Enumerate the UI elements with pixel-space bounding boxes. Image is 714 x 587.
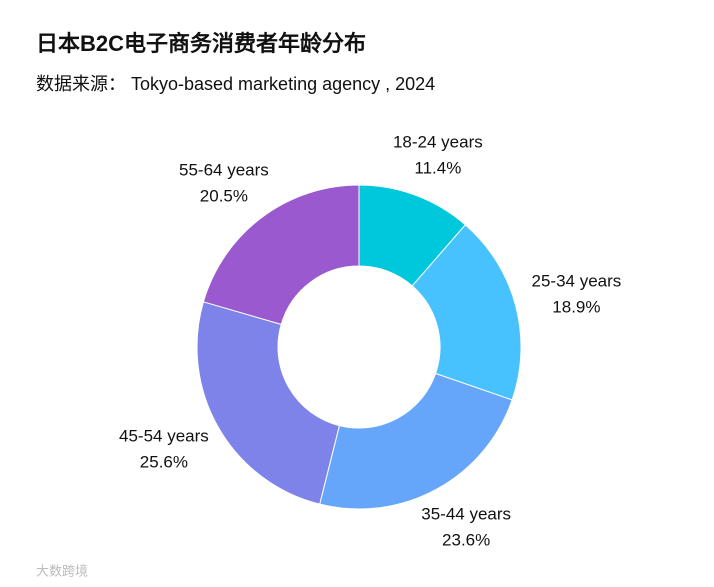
slice-value-label: 23.6% (442, 531, 490, 550)
slice-value-label: 25.6% (140, 453, 188, 472)
slice (202, 184, 360, 326)
slice (196, 301, 340, 505)
slice-label: 55-64 years (179, 161, 269, 180)
slice-label: 18-24 years (393, 132, 483, 151)
watermark: 大数跨境 (36, 563, 88, 578)
slice-label: 45-54 years (119, 427, 209, 446)
slice-value-label: 18.9% (552, 298, 600, 317)
slice-value-label: 20.5% (200, 187, 248, 206)
chart-title: 日本B2C电子商务消费者年龄分布 (36, 31, 366, 56)
slice-label: 35-44 years (421, 505, 511, 524)
slice-value-label: 11.4% (414, 158, 461, 177)
chart-subtitle: 数据来源： Tokyo-based marketing agency , 202… (36, 74, 435, 94)
slice-label: 25-34 years (532, 272, 622, 291)
slice (411, 224, 522, 401)
slice (319, 372, 513, 510)
